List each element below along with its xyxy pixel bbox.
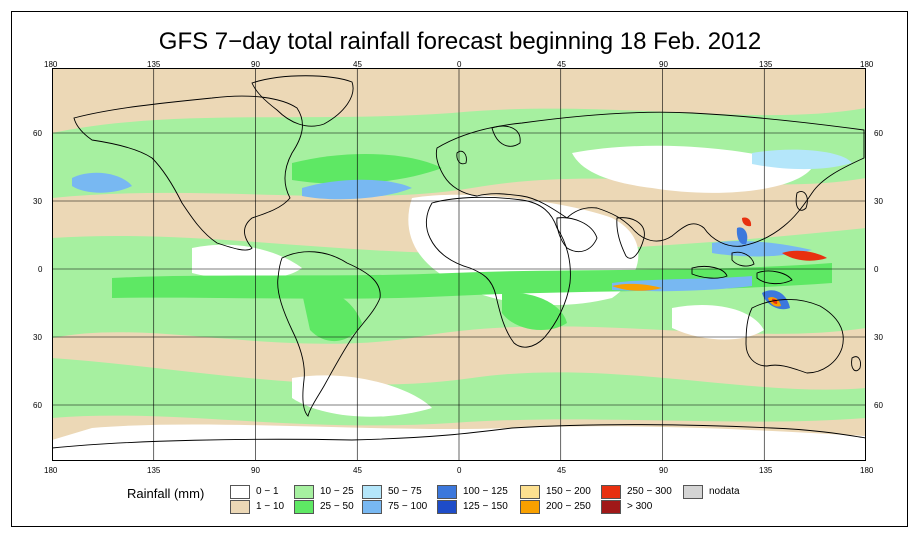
legend-swatch-75-100 bbox=[362, 500, 382, 514]
figure-frame bbox=[11, 11, 908, 527]
tick-bottom-6: 90 bbox=[659, 466, 668, 475]
tick-top-7: 135 bbox=[759, 60, 773, 69]
legend-label-over-300: > 300 bbox=[627, 501, 653, 512]
rainfall-map[interactable] bbox=[52, 68, 866, 461]
legend-label-125-150: 125 − 150 bbox=[463, 501, 508, 512]
tick-left-4: 60 bbox=[33, 401, 42, 410]
legend-swatch-150-200 bbox=[520, 485, 540, 499]
legend-swatch-125-150 bbox=[437, 500, 457, 514]
legend-label-150-200: 150 − 200 bbox=[546, 486, 591, 497]
legend-swatch-0-1 bbox=[230, 485, 250, 499]
tick-bottom-2: 90 bbox=[251, 466, 260, 475]
legend-swatch-nodata bbox=[683, 485, 703, 499]
legend-swatch-250-300 bbox=[601, 485, 621, 499]
tick-bottom-4: 0 bbox=[457, 466, 462, 475]
tick-bottom-1: 135 bbox=[147, 466, 161, 475]
tick-bottom-0: 180 bbox=[44, 466, 58, 475]
continent-outlines bbox=[52, 75, 866, 449]
tick-right-2: 0 bbox=[874, 265, 879, 274]
legend-swatch-10-25 bbox=[294, 485, 314, 499]
legend-swatch-1-10 bbox=[230, 500, 250, 514]
legend-label-1-10: 1 − 10 bbox=[256, 501, 285, 512]
legend-label-10-25: 10 − 25 bbox=[320, 486, 354, 497]
legend-swatch-over-300 bbox=[601, 500, 621, 514]
tick-top-4: 0 bbox=[457, 60, 462, 69]
tick-right-0: 60 bbox=[874, 129, 883, 138]
tick-top-3: 45 bbox=[353, 60, 362, 69]
tick-right-4: 60 bbox=[874, 401, 883, 410]
tick-top-8: 180 bbox=[860, 60, 874, 69]
legend-label-200-250: 200 − 250 bbox=[546, 501, 591, 512]
legend-swatch-50-75 bbox=[362, 485, 382, 499]
tick-top-2: 90 bbox=[251, 60, 260, 69]
tick-top-1: 135 bbox=[147, 60, 161, 69]
legend-label-25-50: 25 − 50 bbox=[320, 501, 354, 512]
page-title: GFS 7−day total rainfall forecast beginn… bbox=[158, 28, 762, 55]
legend-swatch-200-250 bbox=[520, 500, 540, 514]
tick-bottom-5: 45 bbox=[557, 466, 566, 475]
legend-label-50-75: 50 − 75 bbox=[388, 486, 422, 497]
tick-bottom-8: 180 bbox=[860, 466, 874, 475]
legend-label-100-125: 100 − 125 bbox=[463, 486, 508, 497]
legend-title: Rainfall (mm) bbox=[127, 486, 205, 501]
tick-bottom-7: 135 bbox=[759, 466, 773, 475]
tick-left-2: 0 bbox=[38, 265, 43, 274]
graticule bbox=[52, 68, 866, 461]
tick-top-0: 180 bbox=[44, 60, 58, 69]
map-border bbox=[52, 68, 866, 461]
tick-bottom-3: 45 bbox=[353, 466, 362, 475]
tick-left-1: 30 bbox=[33, 197, 42, 206]
legend-label-0-1: 0 − 1 bbox=[256, 486, 279, 497]
tick-right-3: 30 bbox=[874, 333, 883, 342]
tick-top-5: 45 bbox=[557, 60, 566, 69]
tick-left-0: 60 bbox=[33, 129, 42, 138]
legend-swatch-25-50 bbox=[294, 500, 314, 514]
legend-label-250-300: 250 − 300 bbox=[627, 486, 672, 497]
tick-left-3: 30 bbox=[33, 333, 42, 342]
legend-label-75-100: 75 − 100 bbox=[388, 501, 428, 512]
tick-top-6: 90 bbox=[659, 60, 668, 69]
legend-swatch-100-125 bbox=[437, 485, 457, 499]
legend-label-nodata: nodata bbox=[709, 486, 740, 497]
tick-right-1: 30 bbox=[874, 197, 883, 206]
